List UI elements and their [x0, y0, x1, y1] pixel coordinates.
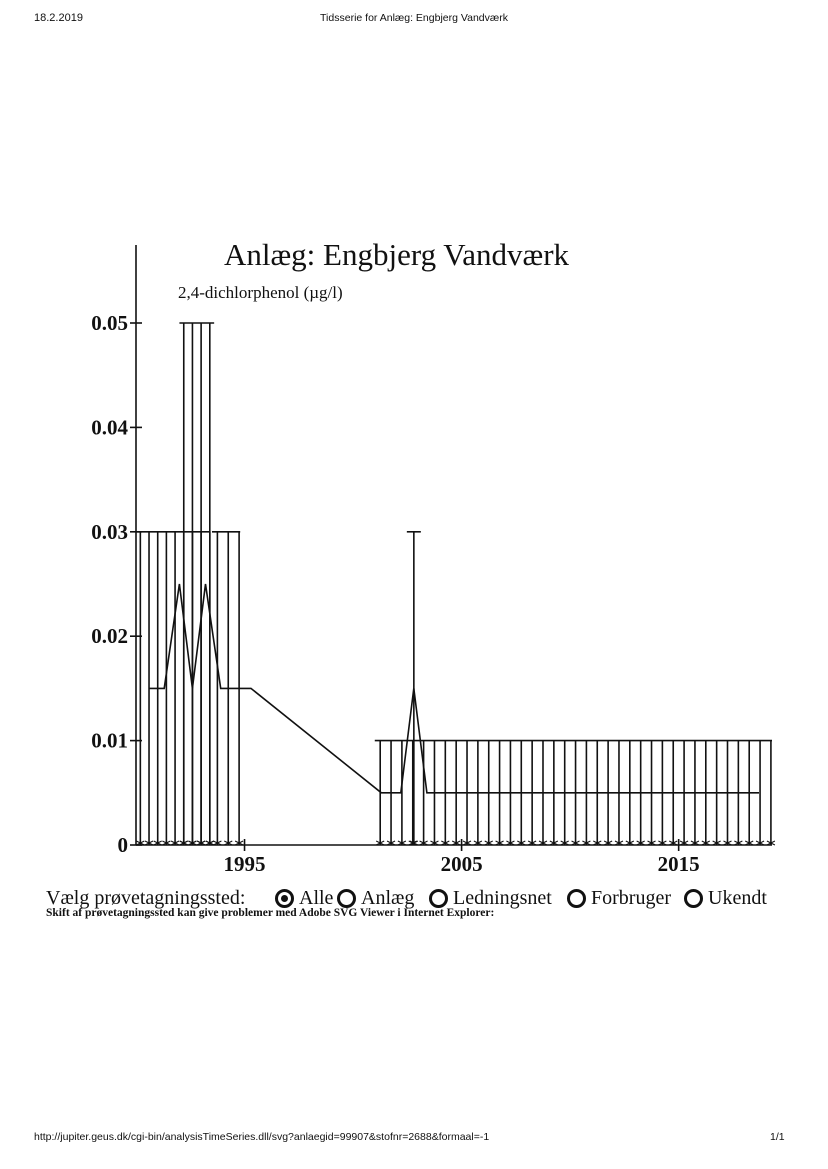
option-forbruger-label: Forbruger	[591, 887, 671, 909]
base-marker	[162, 840, 171, 846]
selector-label: Vælg prøvetagningssted:	[46, 887, 246, 909]
y-axis-ticks: 0 0.01 0.02 0.03 0.04 0.05	[91, 311, 142, 857]
option-anlaeg-label: Anlæg	[361, 887, 415, 909]
base-marker	[188, 840, 197, 846]
base-marker	[636, 840, 645, 846]
base-marker	[441, 840, 450, 846]
radio-anlaeg-icon[interactable]	[337, 889, 356, 908]
base-marker	[669, 840, 678, 846]
x-tick-label: 1995	[224, 852, 266, 876]
base-marker	[560, 840, 569, 846]
base-marker	[712, 840, 721, 846]
radio-forbruger-icon[interactable]	[567, 889, 586, 908]
base-marker	[766, 840, 776, 846]
base-marker	[409, 840, 419, 846]
option-ledningsnet-label: Ledningsnet	[453, 887, 552, 909]
base-marker	[690, 840, 700, 846]
base-marker	[744, 840, 754, 846]
base-marker	[375, 840, 385, 846]
radio-alle-icon[interactable]	[275, 889, 294, 908]
base-marker	[593, 840, 602, 846]
x-axis-ticks: 1995 2005 2015	[224, 839, 700, 876]
option-ukendt[interactable]: Ukendt	[684, 887, 767, 910]
print-url: http://jupiter.geus.dk/cgi-bin/analysisT…	[34, 1131, 490, 1143]
base-marker	[517, 840, 526, 846]
option-forbruger[interactable]: Forbruger	[567, 887, 671, 910]
base-marker	[153, 840, 162, 846]
option-ledningsnet[interactable]: Ledningsnet	[429, 887, 552, 910]
base-marker	[549, 840, 559, 846]
base-marker	[527, 840, 537, 846]
base-marker	[386, 840, 396, 846]
option-alle-label: Alle	[299, 887, 334, 909]
base-marker	[484, 840, 493, 846]
chart-series	[149, 583, 759, 794]
print-date: 18.2.2019	[34, 12, 83, 24]
base-marker	[571, 840, 580, 846]
base-marker	[734, 840, 743, 846]
y-tick-label: 0.01	[91, 729, 128, 753]
series-line	[149, 583, 759, 794]
base-marker	[603, 840, 613, 846]
chart-title: Anlæg: Engbjerg Vandværk	[224, 237, 570, 272]
print-page-number: 1/1	[770, 1131, 785, 1143]
base-marker	[647, 840, 656, 846]
base-marker	[170, 840, 180, 846]
print-title: Tidsserie for Anlæg: Engbjerg Vandværk	[320, 12, 508, 24]
base-marker	[196, 840, 206, 846]
option-ukendt-label: Ukendt	[708, 887, 767, 909]
base-marker	[451, 840, 461, 846]
base-marker	[234, 840, 244, 846]
base-marker	[213, 840, 222, 846]
base-marker	[506, 840, 515, 846]
base-marker	[205, 840, 215, 846]
base-marker	[625, 840, 635, 846]
base-marker	[473, 840, 483, 846]
base-marker	[224, 840, 233, 846]
time-series-chart: Anlæg: Engbjerg Vandværk 2,4-dichlorphen…	[91, 237, 776, 876]
detection-limit-bars	[136, 322, 776, 846]
y-tick-label: 0.03	[91, 520, 128, 544]
base-marker	[538, 840, 548, 846]
y-tick-label: 0	[118, 833, 129, 857]
base-marker	[658, 840, 667, 846]
base-marker	[144, 840, 154, 846]
base-marker	[179, 840, 188, 846]
base-marker	[679, 840, 689, 846]
base-marker	[582, 840, 591, 846]
y-tick-label: 0.02	[91, 624, 128, 648]
chart-axes	[135, 245, 772, 846]
base-marker	[701, 840, 711, 846]
base-marker	[462, 840, 472, 846]
x-tick-label: 2015	[658, 852, 700, 876]
base-marker	[723, 840, 732, 846]
option-anlaeg[interactable]: Anlæg	[337, 887, 414, 910]
base-marker	[419, 840, 428, 846]
radio-ukendt-icon[interactable]	[684, 889, 703, 908]
sampling-site-selector: Vælg prøvetagningssted: Alle Anlæg Ledni…	[46, 887, 816, 927]
base-marker	[430, 840, 439, 846]
selector-note: Skift af prøvetagningssted kan give prob…	[46, 907, 495, 919]
base-marker	[397, 840, 407, 846]
base-marker	[614, 840, 624, 846]
radio-ledningsnet-icon[interactable]	[429, 889, 448, 908]
base-marker	[755, 840, 765, 846]
base-marker	[495, 840, 504, 846]
chart-subtitle: 2,4-dichlorphenol (µg/l)	[178, 283, 343, 302]
x-tick-label: 2005	[441, 852, 483, 876]
y-tick-label: 0.05	[91, 311, 128, 335]
option-alle[interactable]: Alle	[275, 887, 333, 910]
y-tick-label: 0.04	[91, 415, 128, 439]
